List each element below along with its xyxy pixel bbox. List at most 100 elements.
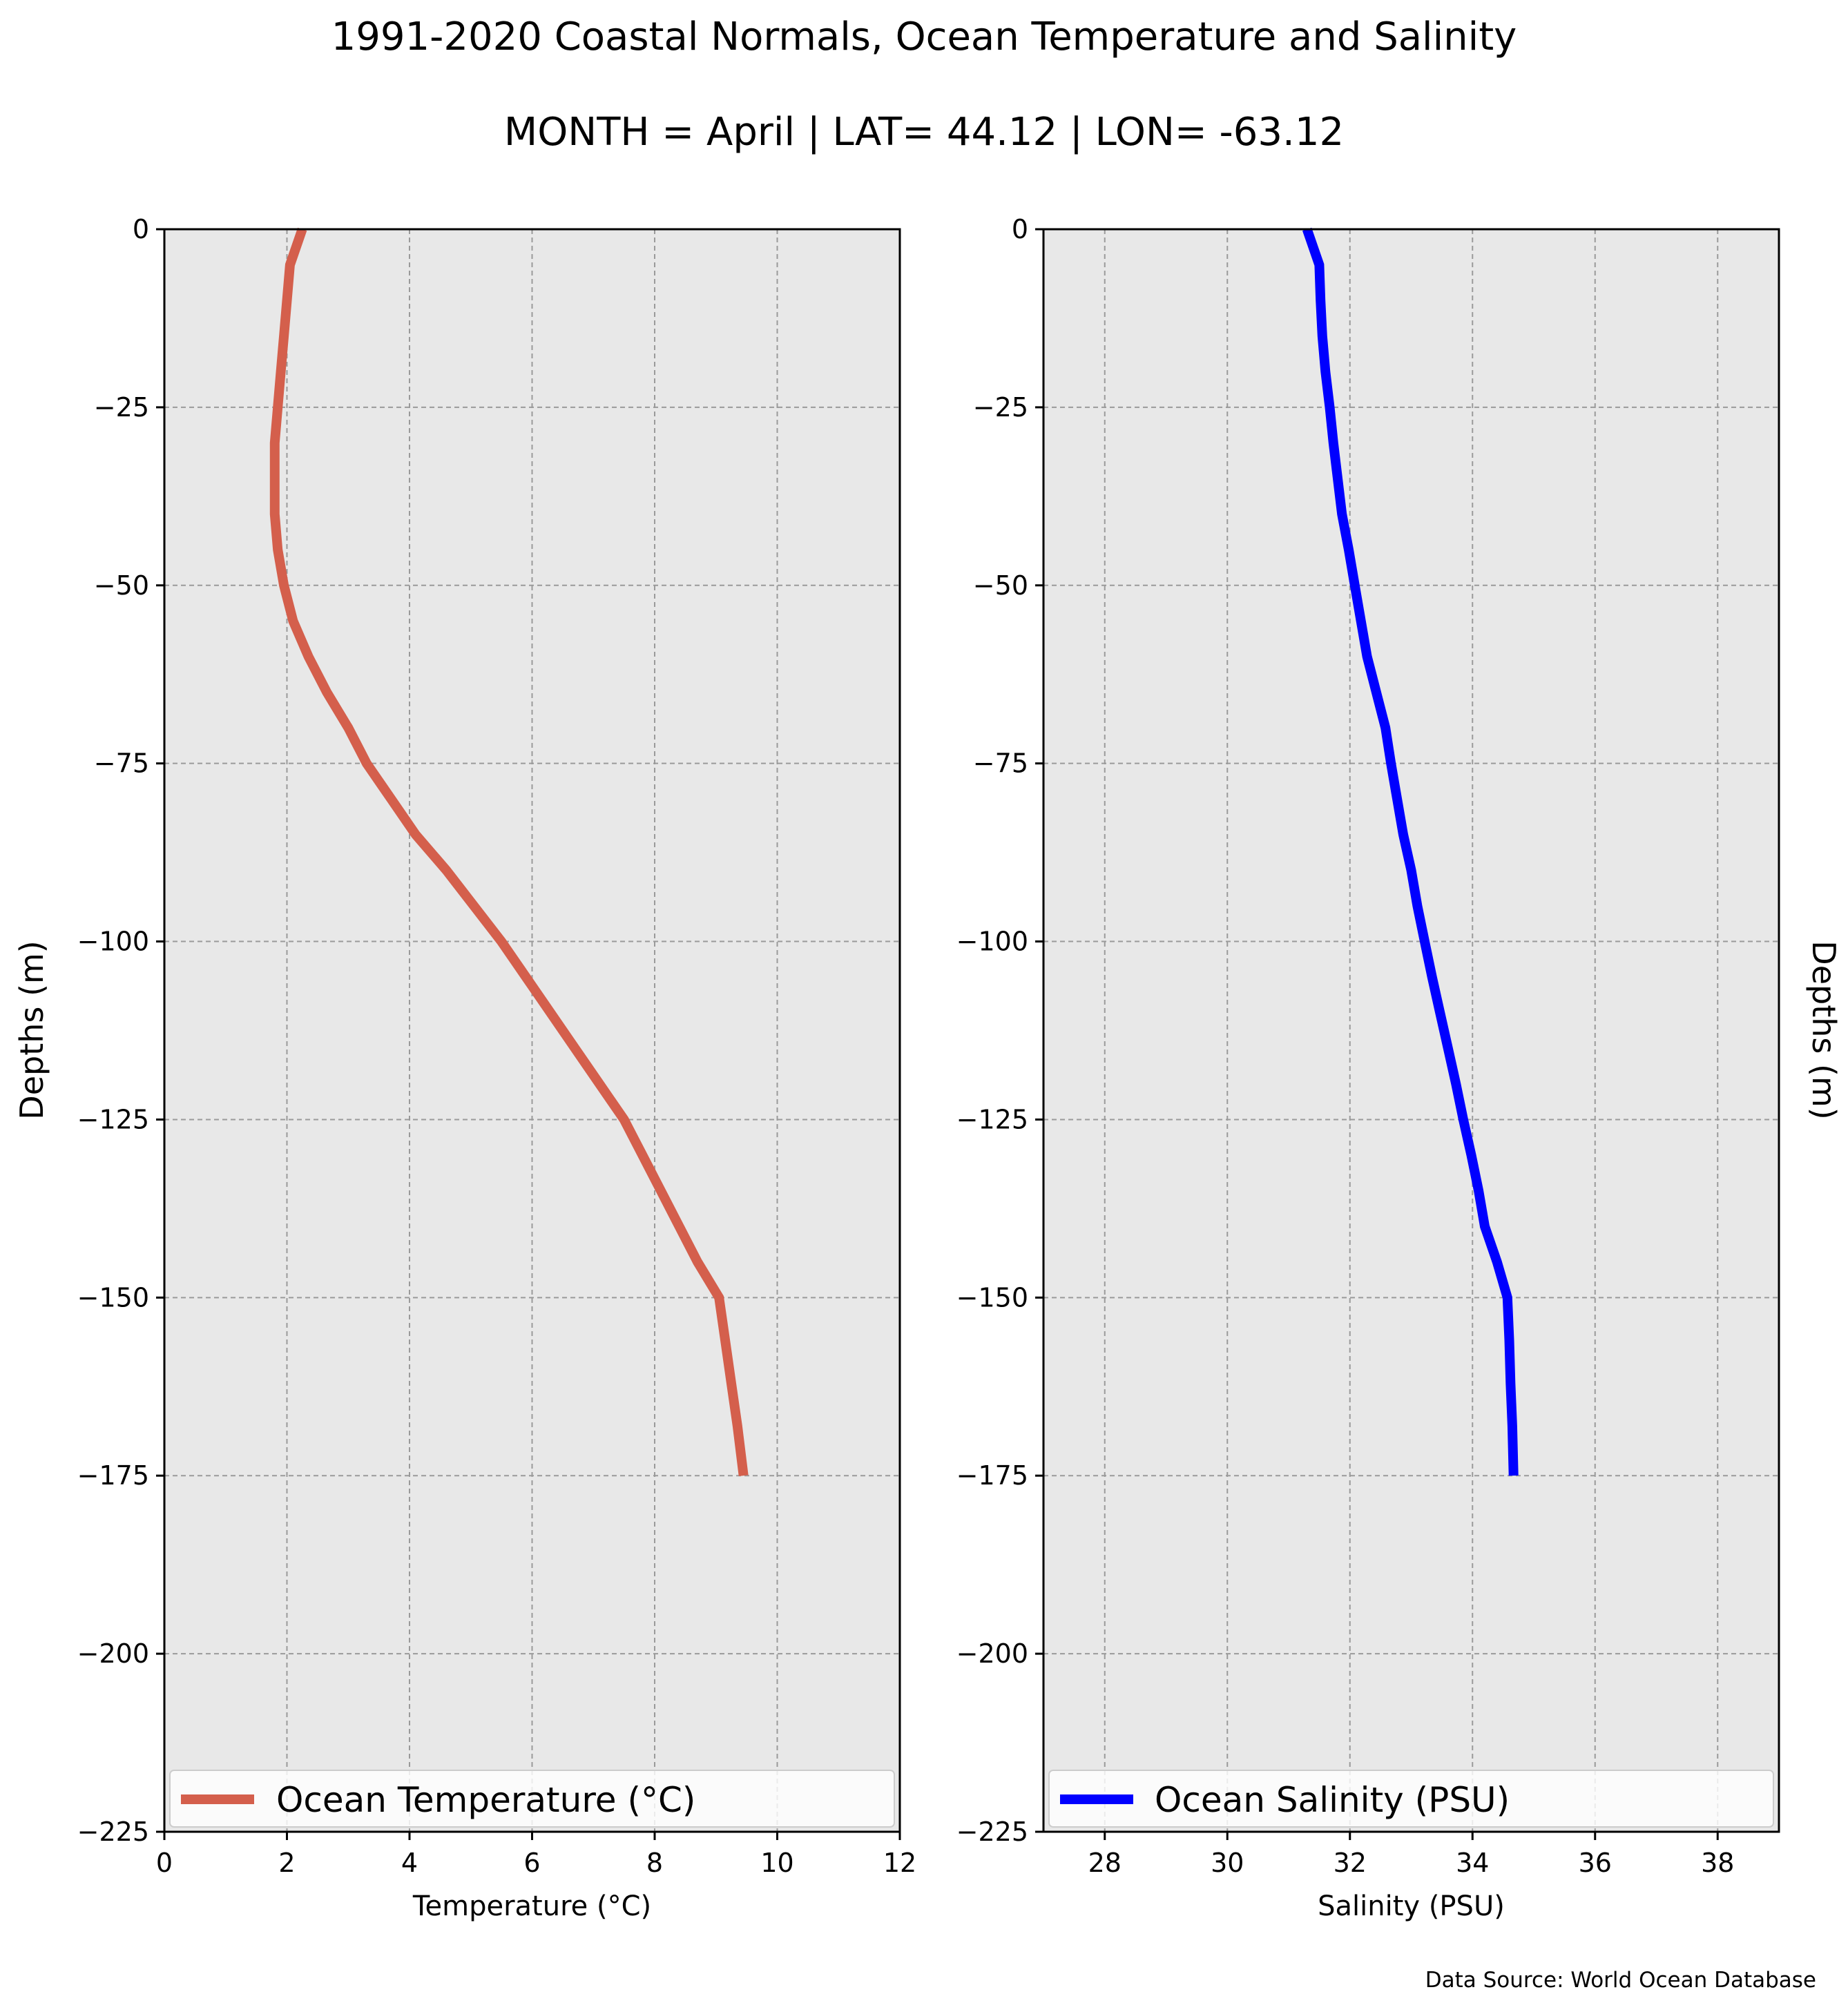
salinity-x-axis-label: Salinity (PSU): [1318, 1890, 1505, 1922]
temperature-data-point: [715, 1294, 722, 1301]
temperature-data-point: [470, 902, 477, 909]
salinity-x-tick-label: 28: [1088, 1848, 1122, 1878]
salinity-data-point: [1358, 617, 1365, 624]
temperature-data-point: [363, 760, 370, 767]
temperature-data-point: [284, 297, 291, 304]
figure-title: 1991-2020 Coastal Normals, Ocean Tempera…: [331, 14, 1517, 59]
salinity-y-tick-label: −75: [973, 748, 1028, 779]
salinity-data-point: [1506, 1337, 1513, 1344]
salinity-data-point: [1460, 1116, 1467, 1123]
salinity-y-tick-label: −175: [956, 1460, 1028, 1491]
temperature-x-axis-label: Temperature (°C): [412, 1890, 651, 1922]
temperature-y-tick-label: −50: [94, 570, 149, 601]
temperature-data-point: [323, 689, 330, 696]
salinity-y-tick-label: −150: [956, 1282, 1028, 1313]
salinity-data-point: [1504, 1294, 1511, 1301]
temperature-y-tick-label: −25: [94, 392, 149, 423]
salinity-data-point: [1373, 689, 1380, 696]
salinity-grid: [1043, 229, 1779, 1832]
temperature-data-point: [278, 368, 285, 375]
salinity-y-tick-label: −200: [956, 1638, 1028, 1669]
salinity-ticks: 28 30 32 34 36 38 0 −25 −50 −75 −100 −125 −150 −175 −2…: [956, 214, 1735, 1878]
data-source-note: Data Source: World Ocean Database: [1425, 1968, 1816, 1993]
salinity-data-point: [1316, 262, 1322, 269]
temperature-legend-label: Ocean Temperature (°C): [276, 1780, 695, 1820]
salinity-data-point: [1364, 653, 1371, 660]
salinity-data-point: [1481, 1223, 1488, 1230]
temperature-data-point: [289, 617, 296, 624]
temperature-y-tick-label: −175: [77, 1460, 149, 1491]
salinity-x-tick-label: 38: [1701, 1848, 1734, 1878]
salinity-data-point: [1345, 546, 1352, 553]
salinity-data-point: [1319, 333, 1326, 340]
temperature-legend-box: [169, 1770, 895, 1828]
temperature-data-point: [345, 724, 352, 731]
salinity-y-tick-label: −50: [973, 570, 1028, 601]
temperature-data-point: [728, 1380, 735, 1386]
temperature-y-tick-label: −225: [77, 1817, 149, 1847]
salinity-axes-frame: [1042, 228, 1780, 1833]
salinity-data-point: [1468, 1152, 1475, 1159]
salinity-data-point: [1327, 404, 1334, 411]
salinity-data-point: [1408, 867, 1415, 873]
salinity-data-point: [1452, 1081, 1459, 1087]
salinity-data-point: [1421, 938, 1428, 945]
salinity-data-point: [1436, 1009, 1443, 1016]
temperature-data-point: [280, 582, 287, 589]
temperature-legend: Ocean Temperature (°C): [169, 1770, 895, 1828]
salinity-data-point: [1510, 1472, 1517, 1479]
temperature-data-point: [547, 1009, 554, 1016]
temperature-plot-area: [269, 227, 749, 1479]
temperature-data-point: [722, 1337, 729, 1344]
salinity-data-point: [1317, 297, 1324, 304]
salinity-legend: Ocean Salinity (PSU): [1048, 1770, 1774, 1828]
temperature-data-point: [596, 1081, 603, 1087]
salinity-series-line: [1302, 227, 1519, 1476]
temperature-x-tick-label: 2: [278, 1848, 295, 1878]
temperature-y-axis-label: Depths (m): [13, 940, 50, 1119]
temperature-data-point: [676, 1223, 683, 1230]
salinity-data-point: [1394, 795, 1401, 802]
temperature-data-point: [274, 546, 281, 553]
temperature-data-point: [498, 938, 505, 945]
temperature-data-point: [443, 867, 450, 873]
temperature-x-tick-label: 4: [401, 1848, 418, 1878]
salinity-data-point: [1509, 1422, 1516, 1429]
temperature-grid: [164, 229, 900, 1832]
salinity-y-axis-label: Depths (m): [1805, 940, 1842, 1119]
salinity-data-point: [1475, 1188, 1482, 1194]
salinity-data-point: [1400, 831, 1407, 838]
salinity-data-point: [1445, 1045, 1452, 1052]
salinity-axes-background: [1043, 229, 1779, 1832]
salinity-data-point: [1382, 724, 1389, 731]
temperature-data-point: [621, 1116, 628, 1123]
temperature-data-point: [657, 1188, 664, 1194]
temperature-panel: Ocean Temperature (°C) 0 2 4 6 8 10 12 0 −25 −50 −…: [13, 214, 916, 1922]
temperature-data-point: [280, 333, 287, 340]
salinity-data-point: [1338, 511, 1345, 518]
salinity-legend-box: [1048, 1770, 1774, 1828]
salinity-data-point: [1494, 1259, 1501, 1266]
temperature-series-line: [269, 227, 749, 1477]
salinity-data-point: [1414, 902, 1421, 909]
temperature-data-point: [740, 1472, 747, 1479]
temperature-y-tick-label: −75: [94, 748, 149, 779]
salinity-x-tick-label: 36: [1579, 1848, 1612, 1878]
temperature-data-point: [734, 1422, 741, 1429]
temperature-data-point: [271, 511, 278, 518]
temperature-data-point: [271, 475, 278, 482]
salinity-data-point: [1351, 582, 1358, 589]
salinity-data-point: [1322, 368, 1329, 375]
temperature-data-point: [639, 1152, 646, 1159]
temperature-x-tick-label: 6: [523, 1848, 540, 1878]
salinity-data-point: [1330, 440, 1337, 447]
salinity-y-tick-label: −125: [956, 1104, 1028, 1134]
salinity-panel: Ocean Salinity (PSU) 28 30 32 34 36 38 0 −25 −50…: [956, 214, 1842, 1922]
salinity-x-tick-label: 34: [1456, 1848, 1489, 1878]
temperature-y-tick-label: −200: [77, 1638, 149, 1669]
salinity-data-point: [1334, 475, 1341, 482]
temperature-y-tick-label: 0: [133, 214, 149, 244]
temperature-data-point: [305, 653, 312, 660]
temperature-data-point: [412, 831, 419, 838]
temperature-x-tick-label: 0: [156, 1848, 173, 1878]
